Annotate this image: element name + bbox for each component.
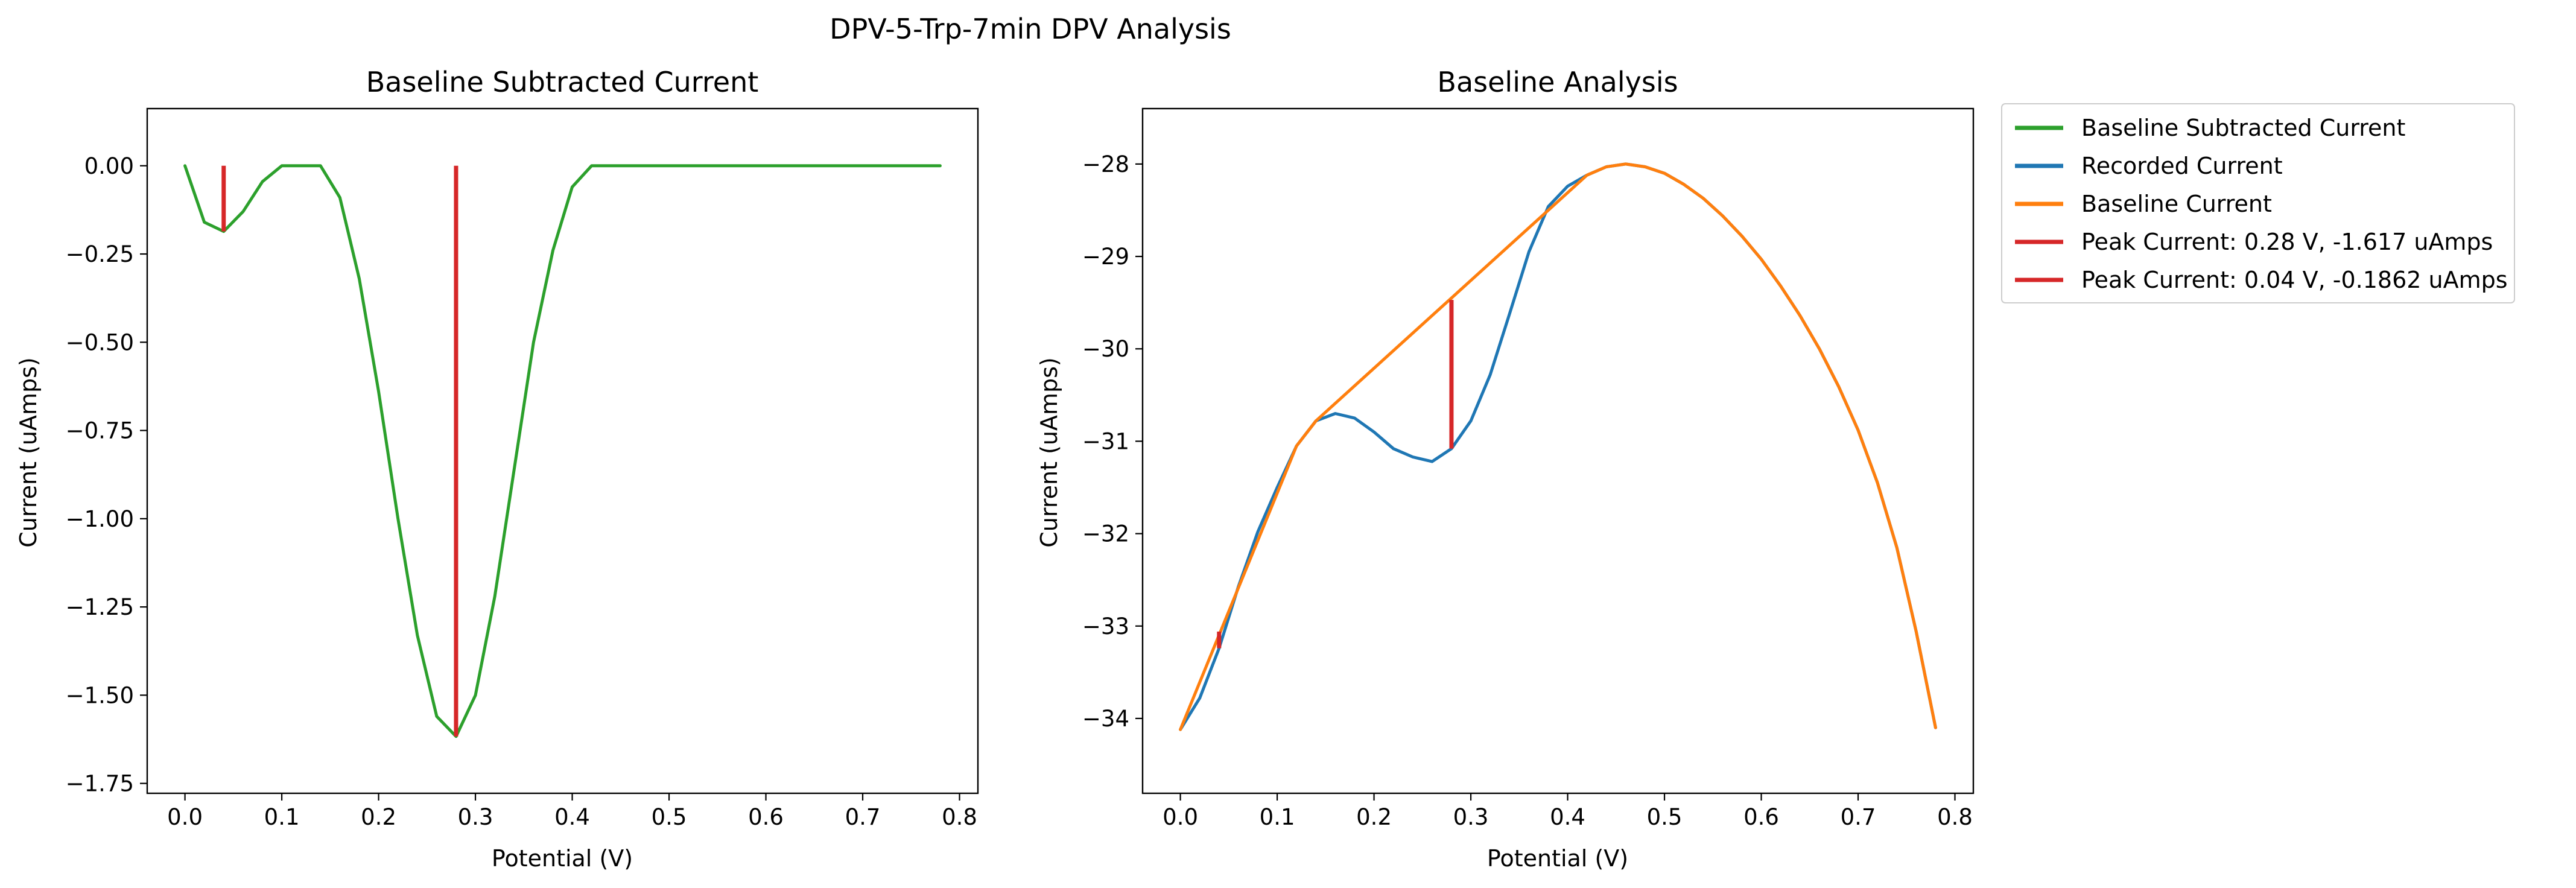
x-tick-label: 0.2 [1356, 804, 1392, 830]
legend-label: Baseline Current [2081, 191, 2272, 217]
chart-title: Baseline Subtracted Current [366, 66, 759, 98]
legend-label: Peak Current: 0.04 V, -0.1862 uAmps [2081, 267, 2508, 293]
x-tick-label: 0.1 [264, 804, 300, 830]
x-tick-label: 0.2 [361, 804, 396, 830]
y-tick-label: −33 [1082, 614, 1129, 639]
y-tick-label: −0.75 [66, 418, 134, 444]
x-axis-label: Potential (V) [492, 845, 633, 872]
x-tick-label: 0.4 [554, 804, 590, 830]
x-tick-label: 0.6 [748, 804, 784, 830]
x-tick-label: 0.8 [1937, 804, 1973, 830]
legend-label: Baseline Subtracted Current [2081, 115, 2405, 141]
ticks: 0.0 0.1 0.2 0.3 0.4 0.5 0.6 0.7 0.8 −28 −29 −30 −31 −… [1082, 151, 1973, 830]
y-tick-label: −28 [1082, 151, 1129, 177]
plot-frame [1141, 107, 1975, 794]
legend: Baseline Subtracted Current Recorded Curr… [2001, 103, 2515, 303]
y-axis-label: Current (uAmps) [15, 357, 42, 547]
x-tick-label: 0.1 [1260, 804, 1295, 830]
y-tick-label: −0.50 [66, 329, 134, 355]
y-tick-label: −29 [1082, 244, 1129, 270]
marks [1179, 162, 1937, 731]
legend-label: Recorded Current [2081, 153, 2283, 179]
x-tick-label: 0.0 [1163, 804, 1198, 830]
y-tick-label: −1.75 [66, 771, 134, 797]
x-tick-label: 0.5 [652, 804, 687, 830]
y-tick-label: −34 [1082, 706, 1129, 732]
x-tick-label: 0.7 [845, 804, 881, 830]
y-tick-label: −1.25 [66, 594, 134, 620]
x-tick-label: 0.6 [1743, 804, 1779, 830]
y-tick-label: 0.00 [84, 153, 134, 179]
y-tick-label: −0.25 [66, 241, 134, 267]
series-line-0 [183, 164, 942, 738]
chart-title: Baseline Analysis [1437, 66, 1678, 98]
marks [183, 164, 942, 738]
x-tick-label: 0.8 [942, 804, 977, 830]
x-tick-label: 0.3 [1453, 804, 1489, 830]
y-tick-label: −1.50 [66, 682, 134, 708]
y-tick-label: −30 [1082, 336, 1129, 362]
x-tick-label: 0.7 [1841, 804, 1876, 830]
y-tick-label: −32 [1082, 521, 1129, 547]
x-tick-label: 0.0 [167, 804, 203, 830]
figure-title: DPV-5-Trp-7min DPV Analysis [830, 13, 1231, 45]
chart-baseline-analysis: Baseline Analysis Potential (V) Current … [1036, 66, 1975, 872]
legend-box [2001, 103, 2515, 303]
legend-label: Peak Current: 0.28 V, -1.617 uAmps [2081, 229, 2493, 255]
x-axis-label: Potential (V) [1487, 845, 1628, 872]
plot-frame [146, 107, 979, 794]
y-tick-label: −31 [1082, 428, 1129, 454]
series-line-1 [1179, 162, 1937, 731]
x-tick-label: 0.3 [458, 804, 493, 830]
x-tick-label: 0.4 [1550, 804, 1585, 830]
y-axis-label: Current (uAmps) [1036, 357, 1062, 547]
chart-baseline-subtracted: Baseline Subtracted Current Potential (V… [15, 66, 979, 872]
legend-items: Baseline Subtracted Current Recorded Curr… [2015, 115, 2508, 293]
ticks: 0.0 0.1 0.2 0.3 0.4 0.5 0.6 0.7 0.8 0.00 −0.25 −0.5… [66, 153, 977, 830]
y-tick-label: −1.00 [66, 506, 134, 532]
series-line-0 [1179, 162, 1937, 731]
x-tick-label: 0.5 [1647, 804, 1683, 830]
